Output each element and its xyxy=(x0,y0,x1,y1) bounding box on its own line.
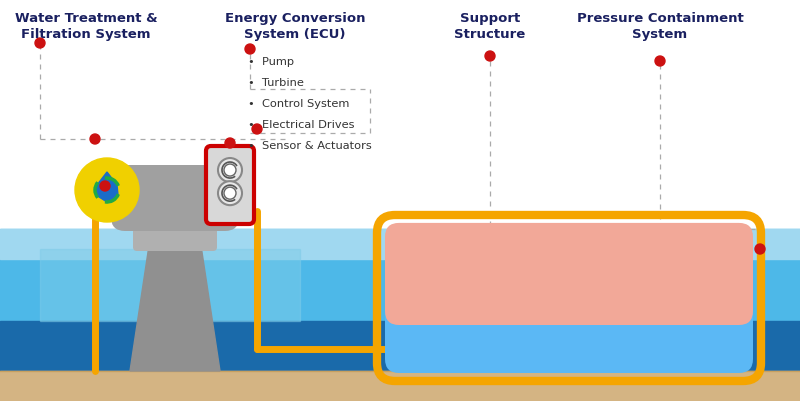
Circle shape xyxy=(225,139,235,149)
Polygon shape xyxy=(130,239,220,371)
Polygon shape xyxy=(0,229,800,371)
Circle shape xyxy=(755,244,765,254)
Circle shape xyxy=(100,182,110,192)
FancyBboxPatch shape xyxy=(111,166,239,231)
Text: Water Treatment &
Filtration System: Water Treatment & Filtration System xyxy=(14,12,158,41)
FancyBboxPatch shape xyxy=(133,225,217,251)
Circle shape xyxy=(485,52,495,62)
Text: •  Pump: • Pump xyxy=(248,57,294,67)
Circle shape xyxy=(224,188,236,200)
Text: •  Sensor & Actuators: • Sensor & Actuators xyxy=(248,141,372,151)
Text: Energy Conversion
System (ECU): Energy Conversion System (ECU) xyxy=(225,12,366,41)
Circle shape xyxy=(224,165,236,176)
Text: •  Control System: • Control System xyxy=(248,99,350,109)
Polygon shape xyxy=(0,321,800,371)
Polygon shape xyxy=(0,229,800,259)
Circle shape xyxy=(245,45,255,55)
Text: Support
Structure: Support Structure xyxy=(454,12,526,41)
Circle shape xyxy=(218,159,242,182)
Circle shape xyxy=(218,182,242,206)
FancyBboxPatch shape xyxy=(385,288,753,373)
Circle shape xyxy=(655,57,665,67)
Text: •  Electrical Drives: • Electrical Drives xyxy=(248,120,354,130)
Circle shape xyxy=(75,159,139,223)
Circle shape xyxy=(252,125,262,135)
Polygon shape xyxy=(40,249,300,321)
Text: Pressure Containment
System: Pressure Containment System xyxy=(577,12,743,41)
Text: •  Turbine: • Turbine xyxy=(248,78,304,88)
Polygon shape xyxy=(96,172,118,203)
FancyBboxPatch shape xyxy=(206,147,254,225)
Polygon shape xyxy=(0,371,800,401)
Circle shape xyxy=(35,39,45,49)
FancyBboxPatch shape xyxy=(385,223,753,325)
Circle shape xyxy=(90,135,100,145)
